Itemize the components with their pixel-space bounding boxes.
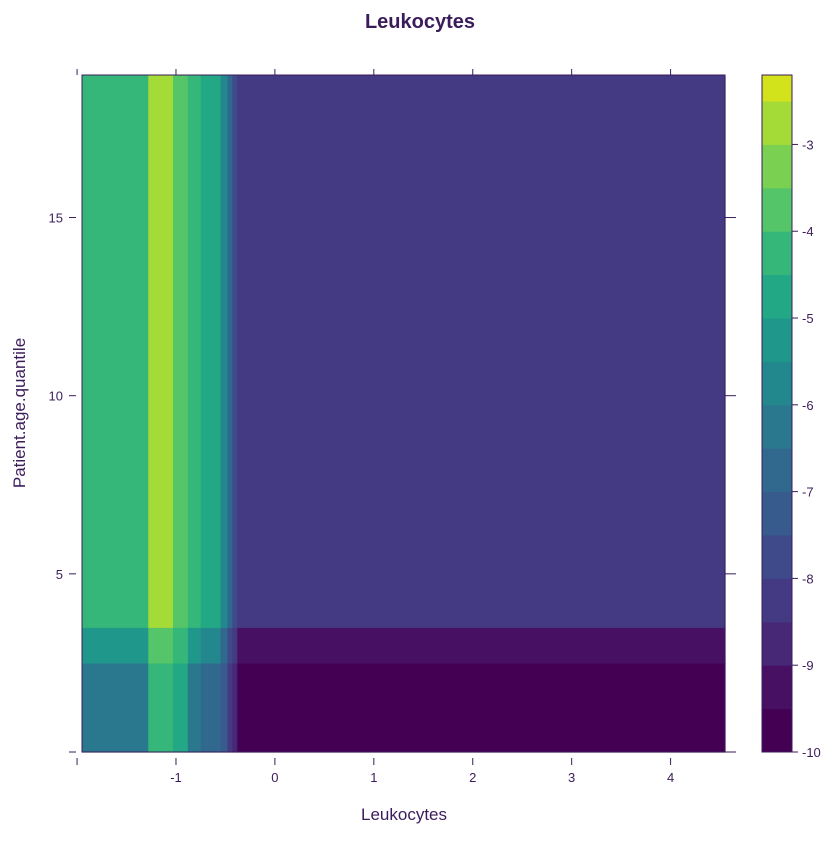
heatmap-cell	[148, 662, 174, 753]
heatmap-cell	[200, 75, 222, 628]
plot-border	[81, 74, 726, 753]
heatmap-cell	[220, 75, 229, 628]
heatmap-cell	[82, 627, 149, 664]
x-tick-label: 0	[271, 770, 278, 785]
colorbar-swatch	[762, 491, 792, 536]
heatmap-cell	[237, 662, 726, 753]
heatmap-cell	[232, 627, 238, 664]
heatmap-cell	[220, 662, 229, 753]
colorbar-swatch	[762, 708, 792, 753]
heatmap-cell	[237, 75, 726, 628]
colorbar-swatch	[762, 187, 792, 232]
heatmap-cell	[227, 75, 233, 628]
heatmap-cell	[200, 662, 222, 753]
x-tick-label: 2	[469, 770, 476, 785]
x-tick-label: 1	[370, 770, 377, 785]
colorbar-tick-label: -7	[802, 485, 814, 500]
colorbar-swatch	[762, 144, 792, 189]
y-tick-label: 5	[56, 567, 63, 582]
heatmap-cell	[82, 75, 149, 628]
colorbar-swatch	[762, 361, 792, 406]
heatmap-cell	[237, 627, 726, 664]
colorbar-tick-label: -8	[802, 571, 814, 586]
colorbar-swatch	[762, 578, 792, 623]
y-tick-label: 10	[49, 389, 63, 404]
colorbar-tick-label: -4	[802, 224, 814, 239]
heatmap-cell	[173, 75, 189, 628]
x-tick-label: -1	[170, 770, 182, 785]
colorbar-swatch	[762, 404, 792, 449]
heatmap-cell	[148, 75, 174, 628]
colorbar-swatch	[762, 535, 792, 579]
heatmap-cell	[227, 627, 233, 664]
chart-title: Leukocytes	[365, 11, 475, 33]
colorbar-swatch	[762, 665, 792, 710]
x-axis-label: Leukocytes	[361, 805, 447, 824]
colorbar-swatch	[762, 75, 792, 102]
heatmap-cell	[187, 662, 202, 753]
colorbar-swatch	[762, 318, 792, 362]
heatmap-cell	[173, 627, 189, 664]
heatmap-cell	[82, 662, 149, 753]
y-tick-label: 15	[49, 211, 63, 226]
colorbar-tick-label: -10	[802, 745, 821, 760]
colorbar-swatch	[762, 448, 792, 493]
heatmap-cell	[200, 627, 222, 664]
heatmap-cells	[82, 75, 726, 753]
colorbar-swatch	[762, 274, 792, 319]
axes: -1 0 1 2 3 4 5 10 15	[49, 69, 736, 785]
colorbar-tick-label: -3	[802, 137, 814, 152]
colorbar-border	[761, 74, 793, 753]
heatmap-cell	[148, 627, 174, 664]
heatmap-cell	[173, 662, 189, 753]
x-tick-label: 3	[568, 770, 575, 785]
heatmap-cell	[232, 75, 238, 628]
heatmap-cell	[187, 627, 202, 664]
colorbar-swatch	[762, 621, 792, 666]
heatmap-cell	[232, 662, 238, 753]
heatmap-cell	[187, 75, 202, 628]
colorbar-swatch	[762, 231, 792, 276]
colorbar-tick-label: -9	[802, 658, 814, 673]
y-axis-label: Patient.age.quantile	[10, 338, 29, 488]
heatmap-cell	[220, 627, 229, 664]
heatmap-cell	[227, 662, 233, 753]
colorbar-swatch	[762, 101, 792, 145]
colorbar-tick-label: -6	[802, 398, 814, 413]
colorbar-tick-label: -5	[802, 311, 814, 326]
colorbar: -10 -9 -8 -7 -6 -5 -4 -3	[761, 74, 821, 760]
x-tick-label: 4	[667, 770, 674, 785]
